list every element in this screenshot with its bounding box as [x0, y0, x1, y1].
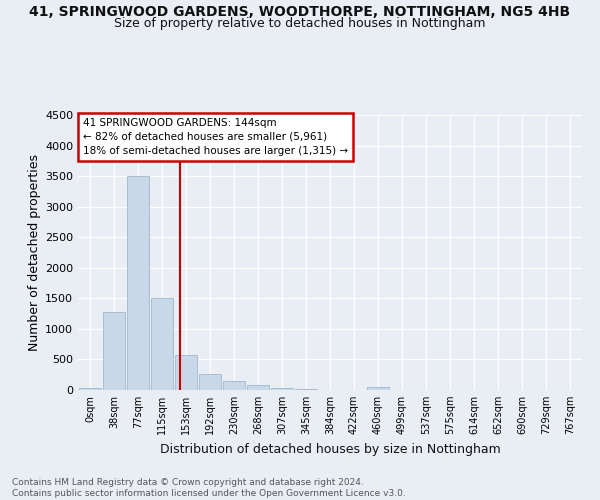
Bar [175, 355, 197, 390]
Bar [151, 298, 173, 390]
Text: Contains HM Land Registry data © Crown copyright and database right 2024.
Contai: Contains HM Land Registry data © Crown c… [12, 478, 406, 498]
Bar [103, 312, 125, 390]
Text: Size of property relative to detached houses in Nottingham: Size of property relative to detached ho… [114, 18, 486, 30]
Y-axis label: Number of detached properties: Number of detached properties [28, 154, 41, 351]
Bar [367, 386, 389, 390]
Bar [127, 176, 149, 390]
Text: 41 SPRINGWOOD GARDENS: 144sqm
← 82% of detached houses are smaller (5,961)
18% o: 41 SPRINGWOOD GARDENS: 144sqm ← 82% of d… [83, 118, 348, 156]
Text: 41, SPRINGWOOD GARDENS, WOODTHORPE, NOTTINGHAM, NG5 4HB: 41, SPRINGWOOD GARDENS, WOODTHORPE, NOTT… [29, 5, 571, 19]
Text: Distribution of detached houses by size in Nottingham: Distribution of detached houses by size … [160, 442, 500, 456]
Bar [295, 389, 317, 390]
Bar [271, 388, 293, 390]
Bar [223, 381, 245, 390]
Bar [247, 384, 269, 390]
Bar [79, 388, 101, 390]
Bar [199, 374, 221, 390]
